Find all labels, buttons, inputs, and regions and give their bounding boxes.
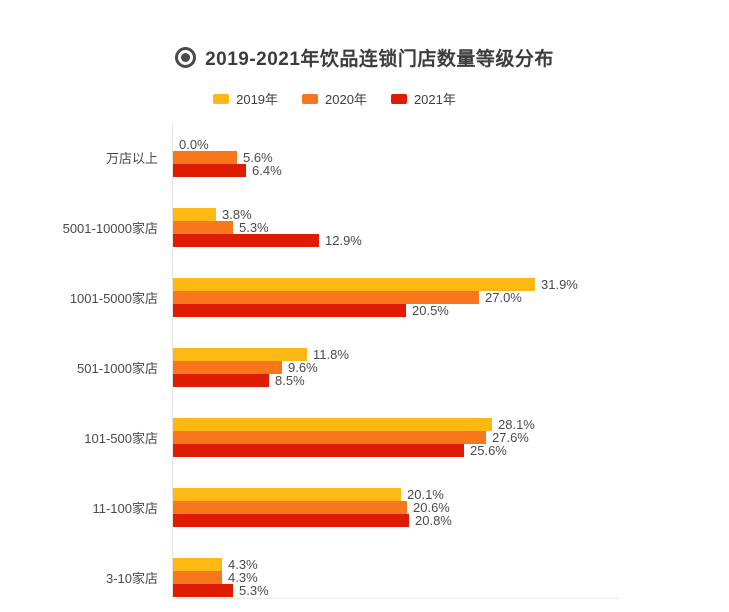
bar-value-label: 20.8% bbox=[415, 513, 452, 528]
bar-group: 4.3% 4.3% 5.3% bbox=[173, 558, 619, 597]
bar-group: 31.9% 27.0% 20.5% bbox=[173, 278, 619, 317]
bar-row: 5.6% bbox=[173, 151, 619, 164]
bar-value-label: 4.3% bbox=[228, 570, 258, 585]
legend-item-2020年[interactable]: 2020年 bbox=[302, 89, 367, 108]
legend-item-2019年[interactable]: 2019年 bbox=[213, 89, 278, 108]
bar-row: 4.3% bbox=[173, 571, 619, 584]
bar-row: 12.9% bbox=[173, 234, 619, 247]
category-label: 万店以上 bbox=[105, 151, 158, 166]
bar-row: 4.3% bbox=[173, 558, 619, 571]
bar-2021年-5001-10000家店 bbox=[173, 234, 319, 247]
bar-value-label: 25.6% bbox=[470, 443, 507, 458]
target-circle-icon bbox=[175, 47, 197, 68]
bar-value-label: 28.1% bbox=[498, 417, 535, 432]
bar-value-label: 5.3% bbox=[239, 583, 269, 598]
bar-2021年-501-1000家店 bbox=[173, 374, 269, 387]
category-label: 1001-5000家店 bbox=[69, 291, 158, 306]
bar-row: 20.1% bbox=[173, 488, 619, 501]
bar-row: 0.0% bbox=[173, 138, 619, 151]
bar-row: 6.4% bbox=[173, 164, 619, 177]
bar-2021年-万店以上 bbox=[173, 164, 246, 177]
bar-row: 20.8% bbox=[173, 514, 619, 527]
bar-row: 27.6% bbox=[173, 431, 619, 444]
bar-2020年-11-100家店 bbox=[173, 501, 407, 514]
bar-row: 5.3% bbox=[173, 584, 619, 597]
bar-group: 20.1% 20.6% 20.8% bbox=[173, 488, 619, 527]
legend-swatch-icon bbox=[213, 93, 230, 104]
category-label: 3-10家店 bbox=[105, 571, 158, 586]
bar-2020年-501-1000家店 bbox=[173, 361, 282, 374]
bar-value-label: 4.3% bbox=[228, 557, 258, 572]
bar-row: 20.6% bbox=[173, 501, 619, 514]
bar-2021年-11-100家店 bbox=[173, 514, 409, 527]
bar-2019年-1001-5000家店 bbox=[173, 278, 535, 291]
legend: 2019年 2020年 2021年 bbox=[0, 89, 699, 108]
legend-label: 2020年 bbox=[325, 92, 367, 107]
legend-label: 2021年 bbox=[413, 92, 456, 107]
bar-2020年-101-500家店 bbox=[173, 431, 486, 444]
bar-2019年-3-10家店 bbox=[173, 558, 222, 571]
bar-value-label: 5.6% bbox=[243, 150, 273, 165]
bar-2021年-1001-5000家店 bbox=[173, 304, 406, 317]
bar-2019年-501-1000家店 bbox=[173, 348, 307, 361]
bar-value-label: 6.4% bbox=[252, 163, 282, 178]
bar-2019年-101-500家店 bbox=[173, 418, 492, 431]
bar-row: 8.5% bbox=[173, 374, 619, 387]
bar-group: 28.1% 27.6% 25.6% bbox=[173, 418, 619, 457]
legend-label: 2019年 bbox=[236, 92, 279, 107]
bar-row: 31.9% bbox=[173, 278, 619, 291]
legend-item-2021年[interactable]: 2021年 bbox=[390, 89, 456, 108]
bar-group: 0.0% 5.6% 6.4% bbox=[173, 138, 619, 177]
category-label: 501-1000家店 bbox=[77, 361, 158, 376]
bar-row: 5.3% bbox=[173, 221, 619, 234]
bar-value-label: 0.0% bbox=[179, 137, 209, 152]
legend-swatch-icon bbox=[302, 93, 319, 104]
bar-row: 27.0% bbox=[173, 291, 619, 304]
bar-row: 9.6% bbox=[173, 361, 619, 374]
chart-title: 2019-2021年饮品连锁门店数量等级分布 bbox=[205, 49, 554, 70]
bar-value-label: 8.5% bbox=[275, 373, 305, 388]
bar-value-label: 9.6% bbox=[288, 360, 318, 375]
bar-row: 28.1% bbox=[173, 418, 619, 431]
bar-value-label: 20.6% bbox=[413, 500, 450, 515]
bar-value-label: 3.8% bbox=[222, 207, 252, 222]
bar-value-label: 27.6% bbox=[492, 430, 529, 445]
bar-value-label: 20.5% bbox=[412, 303, 449, 318]
bar-chart-plot: 0.0% 5.6% 6.4% 3.8% 5.3% 12.9% 31.9% 27.0% 20.5%… bbox=[172, 124, 619, 599]
bar-value-label: 11.8% bbox=[313, 347, 349, 362]
bar-2021年-3-10家店 bbox=[173, 584, 233, 597]
bar-row: 3.8% bbox=[173, 208, 619, 221]
bar-2020年-万店以上 bbox=[173, 151, 237, 164]
bar-row: 25.6% bbox=[173, 444, 619, 457]
bar-2019年-11-100家店 bbox=[173, 488, 401, 501]
bar-2020年-3-10家店 bbox=[173, 571, 222, 584]
legend-swatch-icon bbox=[390, 93, 407, 104]
bar-value-label: 31.9% bbox=[541, 277, 578, 292]
bar-value-label: 12.9% bbox=[325, 233, 362, 248]
chart-title-row: 2019-2021年饮品连锁门店数量等级分布 bbox=[0, 44, 729, 71]
bar-value-label: 20.1% bbox=[407, 487, 444, 502]
bar-value-label: 27.0% bbox=[485, 290, 522, 305]
category-label: 5001-10000家店 bbox=[62, 221, 158, 236]
bar-2020年-1001-5000家店 bbox=[173, 291, 479, 304]
bar-row: 20.5% bbox=[173, 304, 619, 317]
bar-row: 11.8% bbox=[173, 348, 619, 361]
category-label: 101-500家店 bbox=[84, 431, 158, 446]
bar-2020年-5001-10000家店 bbox=[173, 221, 233, 234]
bar-2019年-5001-10000家店 bbox=[173, 208, 216, 221]
bar-group: 3.8% 5.3% 12.9% bbox=[173, 208, 619, 247]
bar-value-label: 5.3% bbox=[239, 220, 269, 235]
bar-2021年-101-500家店 bbox=[173, 444, 464, 457]
bar-group: 11.8% 9.6% 8.5% bbox=[173, 348, 619, 387]
category-label: 11-100家店 bbox=[92, 501, 158, 516]
